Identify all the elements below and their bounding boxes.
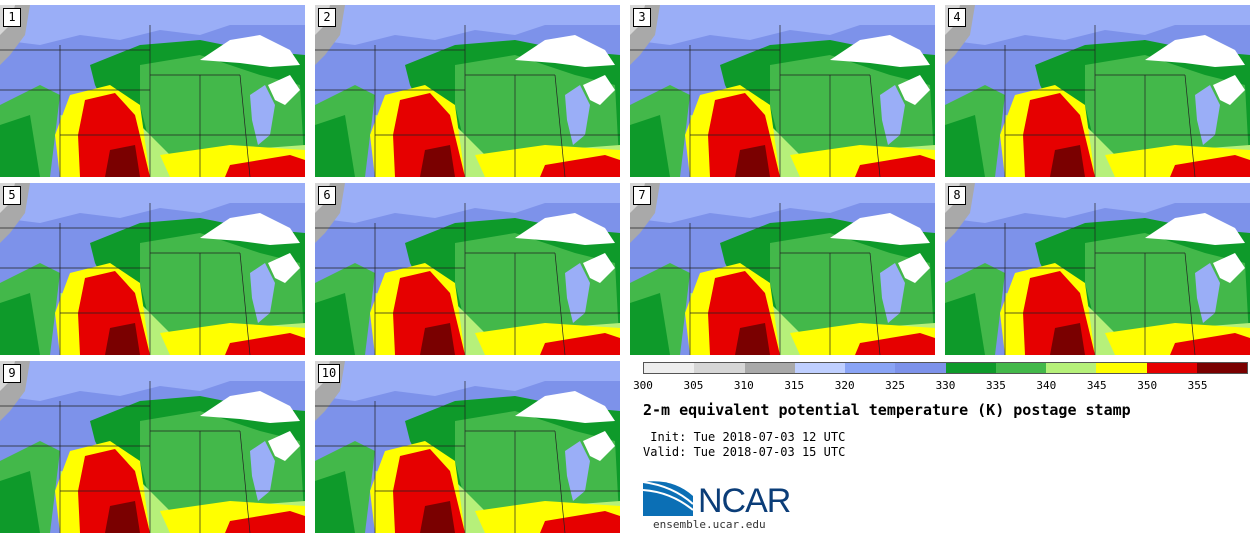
panel-number: 3: [633, 8, 651, 27]
legend-swatch: [1046, 363, 1097, 373]
legend-tick-label: 330: [935, 379, 956, 392]
legend-tick-label: 335: [985, 379, 1006, 392]
legend-swatch: [794, 363, 845, 373]
legend-swatch: [1096, 363, 1147, 373]
legend-tick-label: 355: [1187, 379, 1208, 392]
legend-tick-label: 305: [683, 379, 704, 392]
legend-swatch: [945, 363, 996, 373]
legend-ticks: 300 305 310 315 320 325 330 335 340 345 350 355: [633, 379, 1260, 393]
panel-number: 9: [3, 364, 21, 383]
legend-swatch: [1196, 363, 1247, 373]
map-panel: 5: [0, 183, 305, 355]
map-panel: 2: [315, 5, 620, 177]
legend-swatch: [995, 363, 1046, 373]
legend-tick-label: 350: [1137, 379, 1158, 392]
map-panel: 10: [315, 361, 620, 533]
legend-tick-label: 315: [784, 379, 805, 392]
panel-number: 7: [633, 186, 651, 205]
map-panel: 3: [630, 5, 935, 177]
logo-text: NCAR: [698, 482, 791, 520]
map-panel: 8: [945, 183, 1250, 355]
panel-number: 6: [318, 186, 336, 205]
legend-swatch: [694, 363, 745, 373]
map-panel: 6: [315, 183, 620, 355]
valid-time: Valid: Tue 2018-07-03 15 UTC: [643, 445, 846, 459]
legend-swatch: [895, 363, 946, 373]
legend-swatch: [1146, 363, 1197, 373]
map-panel: 4: [945, 5, 1250, 177]
legend-tick-label: 300: [633, 379, 653, 392]
legend-swatch: [644, 363, 695, 373]
legend-swatch: [845, 363, 896, 373]
color-legend: [643, 362, 1248, 374]
panel-number: 5: [3, 186, 21, 205]
map-panel: 9: [0, 361, 305, 533]
legend-tick-label: 325: [885, 379, 906, 392]
panel-number: 2: [318, 8, 336, 27]
panel-number: 8: [948, 186, 966, 205]
legend-tick-label: 310: [733, 379, 754, 392]
panel-number: 10: [318, 364, 340, 383]
panel-number: 1: [3, 8, 21, 27]
legend-tick-label: 320: [834, 379, 855, 392]
chart-title: 2-m equivalent potential temperature (K)…: [643, 401, 1131, 419]
site-url: ensemble.ucar.edu: [653, 518, 766, 531]
map-panel: 7: [630, 183, 935, 355]
legend-tick-label: 345: [1086, 379, 1107, 392]
legend-tick-label: 340: [1036, 379, 1057, 392]
legend-swatch: [744, 363, 795, 373]
ncar-logo-icon: [643, 481, 694, 516]
init-time: Init: Tue 2018-07-03 12 UTC: [643, 430, 846, 444]
panel-number: 4: [948, 8, 966, 27]
map-panel: 1: [0, 5, 305, 177]
